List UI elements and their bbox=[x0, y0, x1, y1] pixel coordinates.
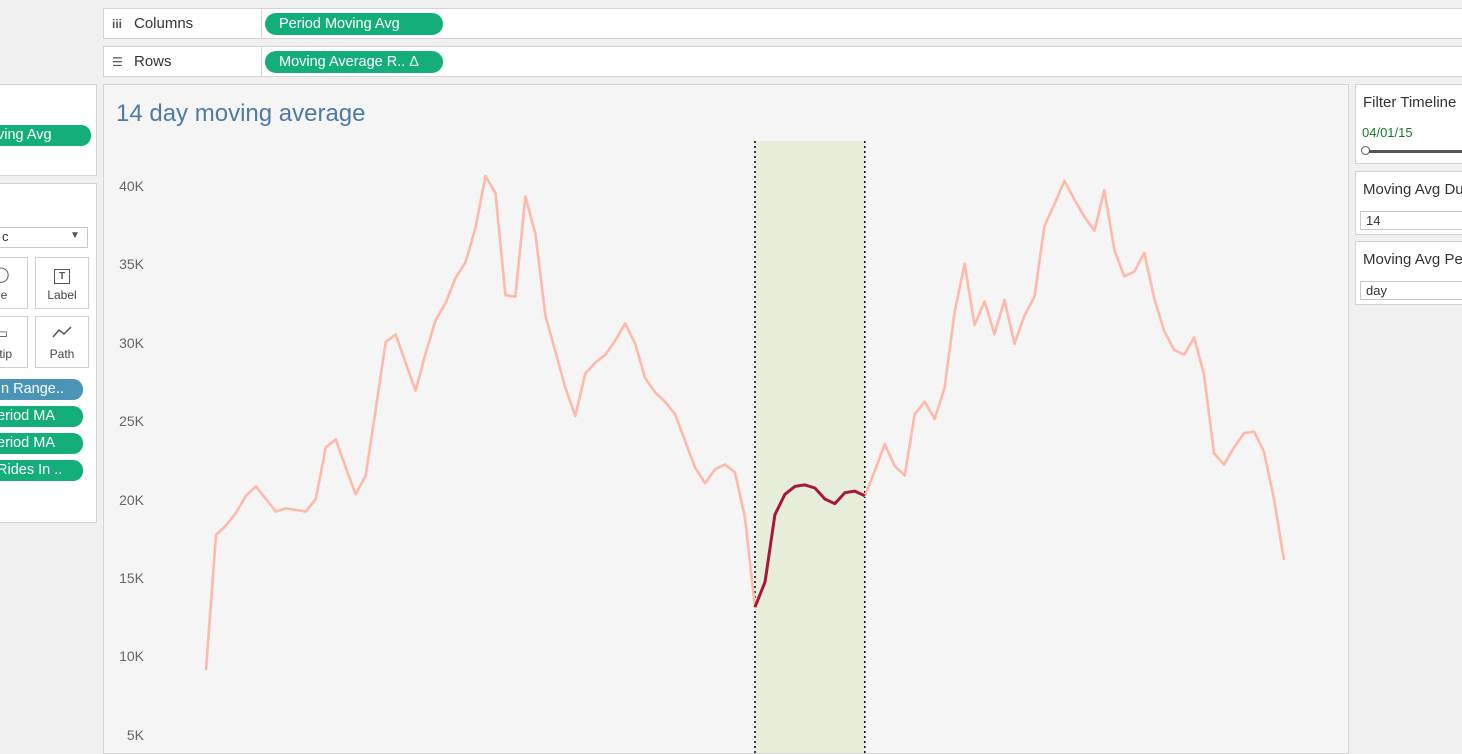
y-tick-label: 10K bbox=[119, 648, 144, 665]
columns-pill-period-moving-avg[interactable]: Period Moving Avg bbox=[265, 13, 443, 35]
filter-timeline-card: Filter Timeline 04/01/15 bbox=[1355, 84, 1462, 164]
marks-pill-in-range[interactable]: In Range.. bbox=[0, 379, 83, 400]
y-tick-label: 30K bbox=[119, 334, 144, 351]
line-chart[interactable] bbox=[104, 85, 1348, 753]
y-tick-label: 5K bbox=[126, 726, 144, 743]
marks-card: c ▼ ◯ ze T Label ▭ oltip Path In Range..… bbox=[0, 183, 97, 523]
moving-average-line[interactable] bbox=[204, 174, 1286, 670]
marks-pill-rides-in[interactable]: Rides In .. bbox=[0, 460, 83, 481]
tooltip-button[interactable]: ▭ oltip bbox=[0, 316, 28, 368]
columns-shelf-label: iii Columns bbox=[104, 9, 262, 38]
timeline-slider-handle[interactable] bbox=[1361, 146, 1370, 155]
highlight-range-band bbox=[754, 141, 865, 753]
moving-avg-duration-card: Moving Avg Du 14 bbox=[1355, 171, 1462, 235]
tooltip-icon: ▭ bbox=[0, 325, 9, 342]
filter-pill-moving-avg[interactable]: ving Avg bbox=[0, 125, 91, 146]
highlighted-range-line[interactable] bbox=[753, 483, 866, 608]
timeline-slider-track[interactable] bbox=[1366, 150, 1462, 153]
path-button[interactable]: Path bbox=[35, 316, 89, 368]
chevron-down-icon: ▼ bbox=[70, 230, 80, 241]
y-tick-label: 15K bbox=[119, 569, 144, 586]
viz-title: 14 day moving average bbox=[116, 100, 366, 127]
marks-pill-period-ma-1[interactable]: eriod MA bbox=[0, 406, 83, 427]
label-icon: T bbox=[36, 266, 88, 284]
rows-shelf-label: ☰ Rows bbox=[104, 47, 262, 76]
rows-shelf: ☰ Rows Moving Average R.. Δ bbox=[103, 46, 1462, 77]
rows-icon: ☰ bbox=[112, 55, 123, 69]
filter-timeline-title: Filter Timeline bbox=[1363, 94, 1457, 111]
size-button[interactable]: ◯ ze bbox=[0, 257, 28, 309]
path-icon bbox=[36, 325, 88, 343]
moving-avg-period-card: Moving Avg Pe day bbox=[1355, 241, 1462, 305]
columns-shelf: iii Columns Period Moving Avg bbox=[103, 8, 1462, 39]
marks-pill-period-ma-2[interactable]: eriod MA bbox=[0, 433, 83, 454]
filters-card: ving Avg bbox=[0, 84, 97, 176]
size-icon: ◯ bbox=[0, 266, 10, 283]
moving-avg-duration-title: Moving Avg Du bbox=[1363, 181, 1462, 198]
y-tick-label: 35K bbox=[119, 256, 144, 273]
label-button[interactable]: T Label bbox=[35, 257, 89, 309]
marks-type-dropdown[interactable]: c ▼ bbox=[0, 227, 88, 248]
columns-icon: iii bbox=[112, 17, 123, 31]
rows-pill-moving-average[interactable]: Moving Average R.. Δ bbox=[265, 51, 443, 73]
filter-timeline-value: 04/01/15 bbox=[1362, 125, 1413, 140]
y-tick-label: 40K bbox=[119, 178, 144, 194]
moving-avg-duration-input[interactable]: 14 bbox=[1360, 211, 1462, 230]
y-tick-label: 25K bbox=[119, 413, 144, 430]
moving-avg-period-title: Moving Avg Pe bbox=[1363, 251, 1462, 268]
y-tick-label: 20K bbox=[119, 491, 144, 508]
viz-pane: 14 day moving average 5K 10K 15K 20K 25K 30K 3… bbox=[103, 84, 1349, 754]
moving-avg-period-input[interactable]: day bbox=[1360, 281, 1462, 300]
